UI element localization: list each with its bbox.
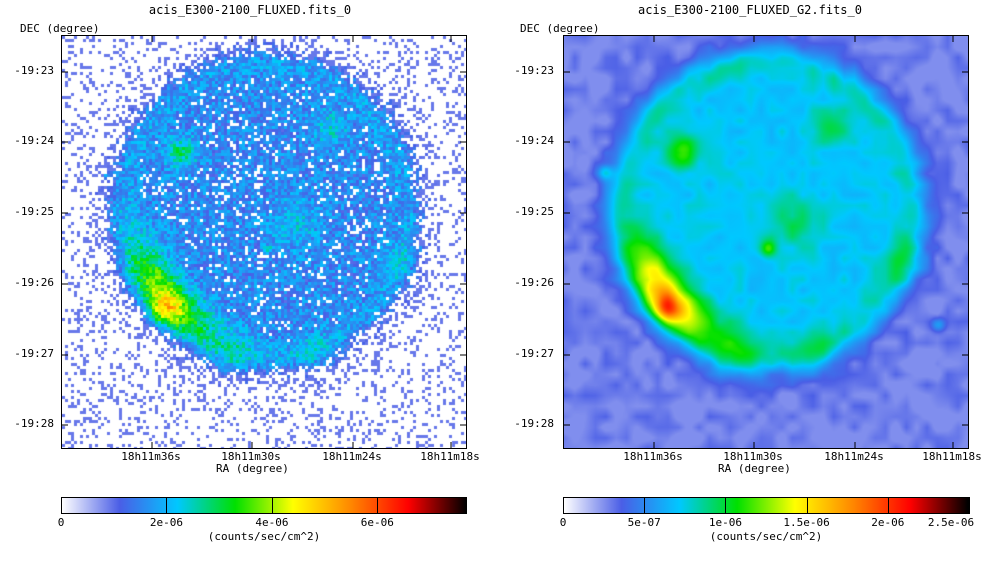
colorbar-label: (counts/sec/cm^2) — [207, 530, 321, 543]
heatmap-plot[interactable] — [61, 35, 467, 449]
y-tick-label: -19:26 — [514, 276, 554, 289]
heatmap-plot[interactable] — [563, 35, 969, 449]
x-tick-label: 18h11m18s — [420, 450, 480, 463]
x-tick-label: 18h11m24s — [824, 450, 884, 463]
colorbar-tick-label: 5e-07 — [627, 516, 661, 529]
x-axis-label: RA (degree) — [216, 462, 289, 475]
y-tick-label: -19:27 — [514, 347, 554, 360]
y-axis-label: DEC (degree) — [520, 22, 600, 35]
y-tick-label: -19:26 — [14, 276, 54, 289]
colorbar-tick-mark — [377, 497, 379, 514]
chart-title: acis_E300-2100_FLUXED_G2.fits_0 — [638, 3, 862, 17]
colorbar-tick-label: 0 — [57, 516, 65, 529]
colorbar-tick-label: 0 — [559, 516, 567, 529]
x-tick-label: 18h11m30s — [723, 450, 783, 463]
chart-title: acis_E300-2100_FLUXED.fits_0 — [148, 3, 352, 17]
y-tick-label: -19:25 — [514, 205, 554, 218]
colorbar-tick-mark — [61, 497, 62, 514]
x-axis-label: RA (degree) — [718, 462, 791, 475]
colorbar — [61, 497, 467, 514]
heatmap-image — [564, 36, 968, 448]
heatmap-image — [62, 36, 466, 448]
colorbar-tick-label: 6e-06 — [360, 516, 394, 529]
colorbar-tick-mark — [644, 497, 646, 514]
x-tick-label: 18h11m24s — [322, 450, 382, 463]
colorbar-tick-label: 2e-06 — [149, 516, 184, 529]
colorbar-tick-mark — [166, 497, 168, 514]
colorbar-tick-mark — [806, 497, 808, 514]
colorbar-tick-mark — [271, 497, 273, 514]
right-panel: acis_E300-2100_FLUXED_G2.fits_0 DEC (deg… — [500, 0, 1000, 565]
colorbar-tick-mark — [969, 497, 970, 514]
y-tick-label: -19:27 — [14, 347, 54, 360]
x-tick-label: 18h11m18s — [922, 450, 982, 463]
x-tick-label: 18h11m36s — [121, 450, 181, 463]
y-tick-label: -19:24 — [514, 134, 554, 147]
colorbar-tick-label: 2e-06 — [871, 516, 905, 529]
colorbar-tick-label: 1e-06 — [708, 516, 742, 529]
colorbar-tick-mark — [887, 497, 889, 514]
colorbar-tick-label: 1.5e-06 — [783, 516, 830, 529]
x-tick-label: 18h11m36s — [623, 450, 683, 463]
colorbar-tick-mark — [725, 497, 727, 514]
y-tick-label: -19:28 — [14, 417, 54, 430]
y-tick-label: -19:23 — [14, 64, 54, 77]
y-axis-label: DEC (degree) — [20, 22, 100, 35]
colorbar — [563, 497, 969, 514]
colorbar-label: (counts/sec/cm^2) — [709, 530, 823, 543]
left-panel: acis_E300-2100_FLUXED.fits_0 DEC (degree… — [14, 3, 480, 543]
axis-ticks — [564, 36, 968, 448]
colorbar-tick-label: 4e-06 — [255, 516, 289, 529]
y-tick-label: -19:23 — [514, 64, 554, 77]
colorbar-tick-label: 2.5e-06 — [927, 516, 975, 529]
colorbar-tick-mark — [563, 497, 564, 514]
x-tick-label: 18h11m30s — [221, 450, 281, 463]
y-tick-label: -19:24 — [14, 134, 54, 147]
y-tick-label: -19:25 — [14, 205, 54, 218]
axis-ticks — [62, 36, 466, 448]
y-tick-label: -19:28 — [514, 417, 554, 430]
